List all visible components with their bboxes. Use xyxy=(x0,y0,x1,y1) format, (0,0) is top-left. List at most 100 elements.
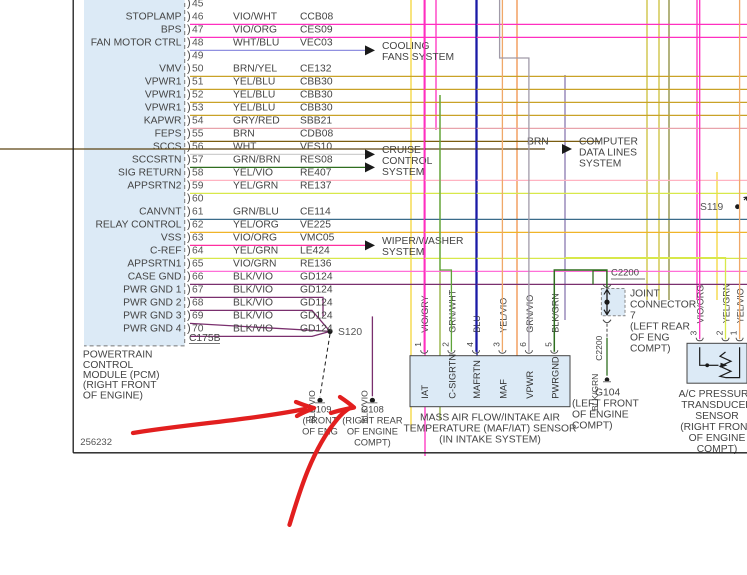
svg-text:): ) xyxy=(187,154,191,166)
svg-text:): ) xyxy=(187,167,191,179)
svg-text:CRUISE: CRUISE xyxy=(382,145,421,156)
svg-text:CONNECTOR: CONNECTOR xyxy=(630,300,696,311)
svg-text:): ) xyxy=(187,245,191,257)
svg-text:): ) xyxy=(187,193,191,205)
svg-text:CBB30: CBB30 xyxy=(300,103,333,114)
svg-text:CCB08: CCB08 xyxy=(300,12,333,23)
svg-text:WIPER/WASHER: WIPER/WASHER xyxy=(382,236,463,247)
svg-text:S120: S120 xyxy=(338,327,362,338)
svg-text:WHT: WHT xyxy=(233,142,257,153)
svg-text:MAF: MAF xyxy=(498,379,508,399)
svg-text:YEL/VIO: YEL/VIO xyxy=(498,298,508,333)
svg-text:SBB21: SBB21 xyxy=(300,116,332,127)
svg-text:VIO/WHT: VIO/WHT xyxy=(233,12,278,23)
svg-text:OF ENG: OF ENG xyxy=(630,333,669,344)
svg-text:C175B: C175B xyxy=(189,333,221,344)
svg-text:CES09: CES09 xyxy=(300,25,333,36)
svg-text:): ) xyxy=(187,11,191,23)
svg-text:69: 69 xyxy=(192,311,204,322)
svg-text:57: 57 xyxy=(192,155,204,166)
svg-text:BRN/YEL: BRN/YEL xyxy=(233,64,277,75)
svg-text:OF ENGINE: OF ENGINE xyxy=(347,426,398,436)
svg-text:(IN INTAKE SYSTEM): (IN INTAKE SYSTEM) xyxy=(439,435,541,446)
svg-text:(LEFT FRONT: (LEFT FRONT xyxy=(572,399,639,410)
svg-text:APPSRTN1: APPSRTN1 xyxy=(127,259,181,270)
svg-text:RE407: RE407 xyxy=(300,168,332,179)
svg-text:A/C PRESSURE: A/C PRESSURE xyxy=(679,389,747,400)
svg-text:): ) xyxy=(187,128,191,140)
svg-text:53: 53 xyxy=(192,103,204,114)
svg-text:GRY/RED: GRY/RED xyxy=(233,116,280,127)
svg-text:BLK/GRN: BLK/GRN xyxy=(550,293,560,333)
svg-text:VPWR1: VPWR1 xyxy=(145,77,182,88)
svg-text:256232: 256232 xyxy=(80,437,112,448)
svg-text:GD124: GD124 xyxy=(300,324,333,335)
svg-text:GD124: GD124 xyxy=(300,298,333,309)
svg-text:SENSOR: SENSOR xyxy=(695,411,739,422)
svg-text:YEL/BLU: YEL/BLU xyxy=(233,103,275,114)
svg-text:TEMPERATURE (MAF/IAT) SENSOR: TEMPERATURE (MAF/IAT) SENSOR xyxy=(404,424,577,435)
svg-text:60: 60 xyxy=(192,194,204,205)
svg-text:56: 56 xyxy=(192,142,204,153)
svg-text:COMPT): COMPT) xyxy=(572,421,613,432)
svg-text:VMC05: VMC05 xyxy=(300,233,335,244)
svg-text:VSS: VSS xyxy=(161,233,182,244)
svg-text:BPS: BPS xyxy=(161,25,182,36)
svg-text:GRN/WHT: GRN/WHT xyxy=(447,289,457,332)
svg-text:YEL/BLU: YEL/BLU xyxy=(233,90,275,101)
svg-text:CONTROL: CONTROL xyxy=(382,156,433,167)
svg-text:62: 62 xyxy=(192,220,204,231)
svg-text:BLK/VIO: BLK/VIO xyxy=(233,311,273,322)
svg-text:MAFRTN: MAFRTN xyxy=(472,360,482,399)
svg-text:): ) xyxy=(187,297,191,309)
svg-text:SYSTEM: SYSTEM xyxy=(382,167,424,178)
svg-text:): ) xyxy=(187,37,191,49)
svg-text:S119: S119 xyxy=(700,202,724,213)
svg-text:): ) xyxy=(187,310,191,322)
svg-text:64: 64 xyxy=(192,246,204,257)
svg-text:YEL/VIO: YEL/VIO xyxy=(736,288,746,323)
svg-text:GRN/BRN: GRN/BRN xyxy=(233,155,280,166)
svg-text:PWR GND 4: PWR GND 4 xyxy=(123,324,182,335)
svg-text:GD124: GD124 xyxy=(300,272,333,283)
svg-text:63: 63 xyxy=(192,233,204,244)
svg-text:CDB08: CDB08 xyxy=(300,129,333,140)
svg-text:RE136: RE136 xyxy=(300,259,332,270)
svg-text:2: 2 xyxy=(440,342,450,347)
svg-text:SYSTEM: SYSTEM xyxy=(579,159,621,170)
svg-text:C2200: C2200 xyxy=(611,268,639,279)
svg-text:46: 46 xyxy=(192,12,204,23)
svg-text:COMPT): COMPT) xyxy=(630,344,671,355)
svg-text:COMPT): COMPT) xyxy=(697,444,738,455)
svg-text:CBB30: CBB30 xyxy=(300,77,333,88)
svg-text:52: 52 xyxy=(192,90,204,101)
svg-text:STOPLAMP: STOPLAMP xyxy=(126,12,182,23)
svg-text:3: 3 xyxy=(689,330,699,335)
svg-text:CANVNT: CANVNT xyxy=(139,207,182,218)
svg-text:VMV: VMV xyxy=(159,64,181,75)
svg-text:): ) xyxy=(187,284,191,296)
svg-text:VIO/ORG: VIO/ORG xyxy=(696,285,706,324)
svg-text:COMPT): COMPT) xyxy=(354,437,391,447)
svg-text:DATA LINES: DATA LINES xyxy=(579,148,637,159)
svg-text:59: 59 xyxy=(192,181,204,192)
svg-text:BLU: BLU xyxy=(472,315,482,333)
svg-text:): ) xyxy=(187,115,191,127)
svg-text:BLK/VIO: BLK/VIO xyxy=(233,324,273,335)
svg-text:OF ENGINE): OF ENGINE) xyxy=(83,390,143,401)
svg-text:COMPUTER: COMPUTER xyxy=(579,137,638,148)
svg-text:GD124: GD124 xyxy=(300,285,333,296)
svg-text:6: 6 xyxy=(518,342,528,347)
svg-text:LE424: LE424 xyxy=(300,246,330,257)
svg-text:): ) xyxy=(187,141,191,153)
svg-text:): ) xyxy=(187,50,191,62)
svg-text:GRN/BLU: GRN/BLU xyxy=(233,207,279,218)
svg-text:COOLING: COOLING xyxy=(382,41,430,52)
svg-text:58: 58 xyxy=(192,168,204,179)
svg-text:G108: G108 xyxy=(361,404,384,414)
svg-text:5: 5 xyxy=(543,342,553,347)
svg-text:C-SIGRTN: C-SIGRTN xyxy=(447,354,457,399)
svg-text:RE137: RE137 xyxy=(300,181,332,192)
svg-text:PWRGND: PWRGND xyxy=(550,356,560,399)
svg-text:YEL/GRN: YEL/GRN xyxy=(233,246,278,257)
